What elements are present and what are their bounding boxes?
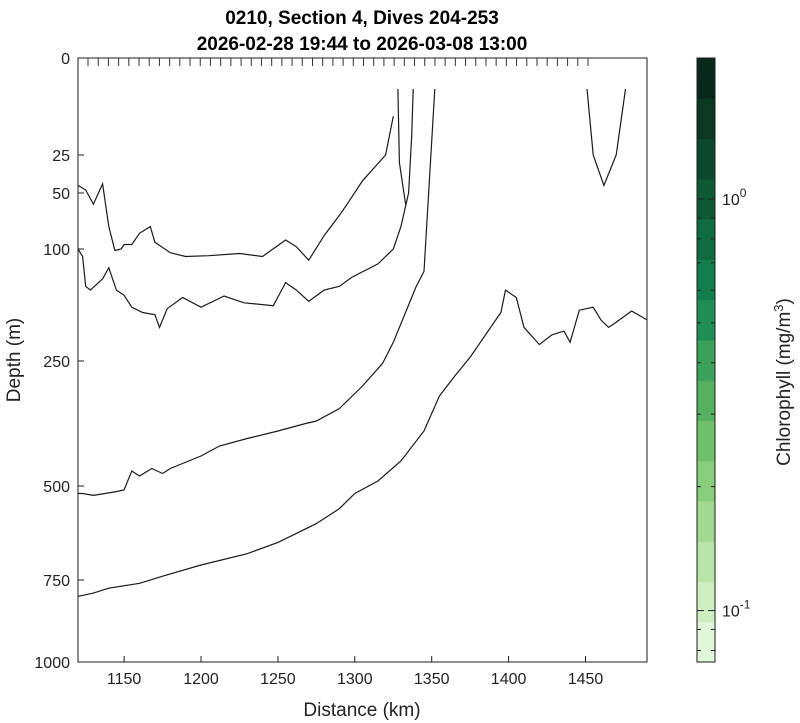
colorbar-frame: [696, 57, 716, 663]
y-tick-label: 100: [43, 242, 70, 259]
contour-line-2: [397, 88, 407, 205]
colorbar-band: [697, 219, 715, 260]
x-tick-label: 1450: [568, 671, 604, 688]
colorbar-band: [697, 339, 715, 381]
colorbar-band: [697, 58, 715, 99]
x-tick-label: 1400: [491, 671, 527, 688]
contour-line-1: [77, 116, 394, 262]
colorbar-band: [697, 541, 715, 583]
chart-title-line-2: 2026-02-28 19:44 to 2026-03-08 13:00: [197, 34, 528, 55]
colorbar-band: [697, 98, 715, 140]
colorbar-label-main: Chlorophyll (mg/m: [774, 312, 795, 466]
chart-title-line-1: 0210, Section 4, Dives 204-253: [225, 8, 499, 29]
y-tick-label: 25: [52, 148, 70, 165]
colorbar-band: [697, 420, 715, 462]
y-tick-label: 250: [43, 354, 70, 371]
colorbar-ticks: 100 10-1: [697, 74, 751, 651]
dive-markers: [87, 58, 589, 66]
y-tick-label: 50: [52, 186, 70, 203]
x-axis: 1150 1200 1250 1300 1350 1400 1450: [107, 656, 603, 688]
colorbar-label-end: ): [774, 298, 795, 304]
colorbar-band: [697, 299, 715, 341]
colorbar-tick-label: 100: [722, 186, 747, 209]
y-axis: 0 25 50 100 250 500 750 1000: [34, 51, 84, 672]
colorbar-band: [697, 621, 715, 663]
contour-line-3: [77, 88, 414, 330]
colorbar-label: Chlorophyll (mg/m3): [771, 298, 795, 466]
y-tick-label: 1000: [34, 655, 70, 672]
y-tick-label: 500: [43, 479, 70, 496]
colorbar-band: [697, 259, 715, 301]
plot-area: [77, 57, 648, 663]
contour-line-6: [586, 88, 627, 188]
colorbar-band: [697, 178, 715, 220]
colorbar-band: [697, 380, 715, 421]
x-tick-label: 1150: [107, 671, 142, 688]
y-axis-label: Depth (m): [4, 318, 25, 402]
x-tick-label: 1300: [337, 671, 373, 688]
colorbar-band: [697, 500, 715, 542]
x-axis-label: Distance (km): [303, 700, 420, 721]
colorbar-band: [697, 581, 715, 623]
colorbar-band: [697, 460, 715, 502]
y-tick-label: 750: [43, 573, 70, 590]
colorbar-tick-label: 10-1: [722, 598, 751, 621]
contour-line-4: [78, 88, 436, 497]
x-tick-label: 1250: [260, 671, 296, 688]
x-tick-label: 1350: [414, 671, 450, 688]
colorbar: [697, 58, 715, 663]
colorbar-band: [697, 138, 715, 180]
contour-line-5: [77, 289, 648, 597]
y-tick-label: 0: [61, 51, 70, 68]
x-tick-label: 1200: [183, 671, 219, 688]
contour-lines: [77, 88, 648, 597]
colorbar-label-superscript: 3: [771, 304, 786, 311]
